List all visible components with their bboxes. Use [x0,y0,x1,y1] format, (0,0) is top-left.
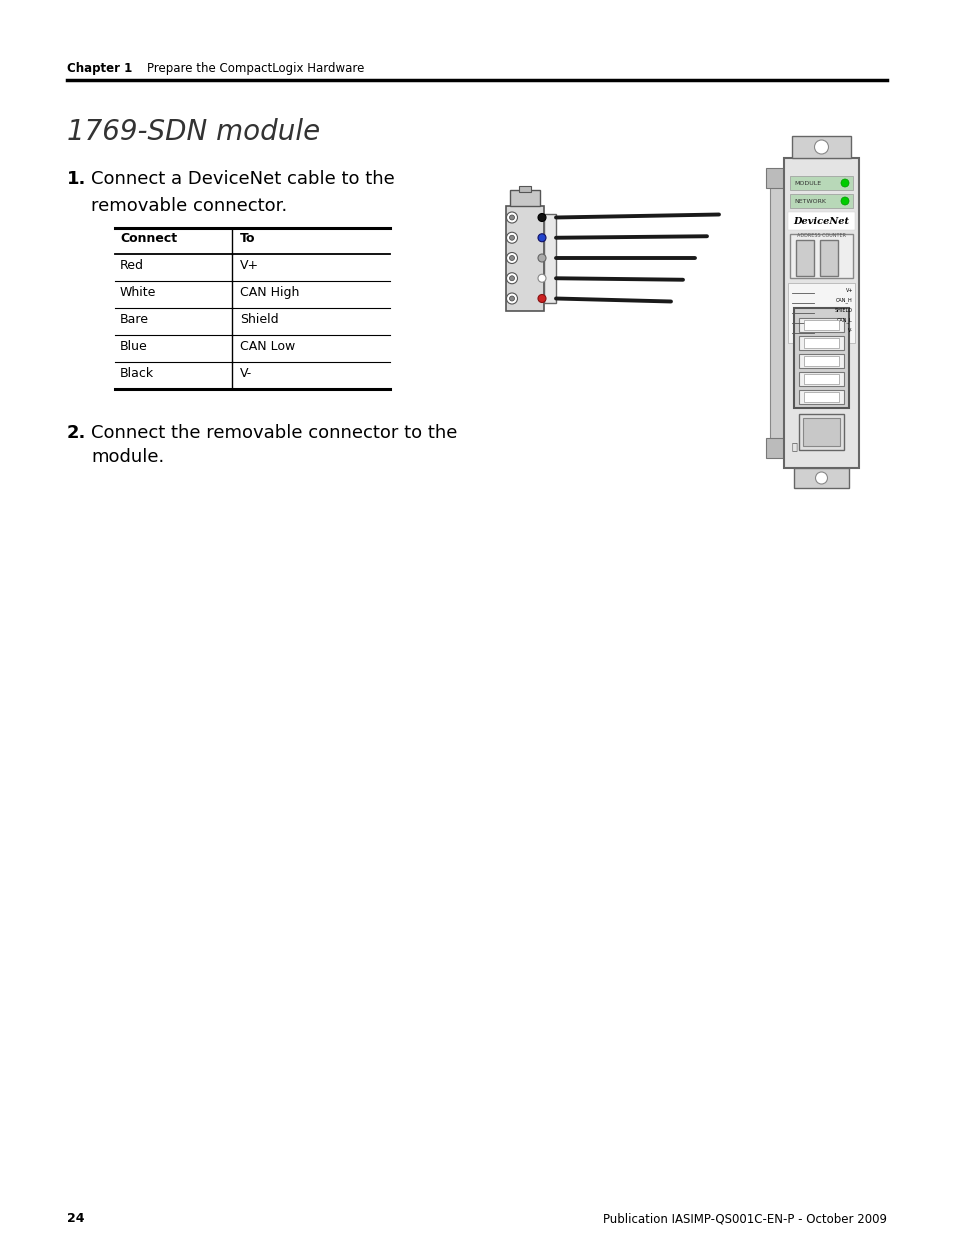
Bar [820,240,837,275]
Text: 1769-SDN module: 1769-SDN module [67,119,320,146]
Circle shape [506,212,517,224]
Text: Connect the removable connector to the: Connect the removable connector to the [91,424,456,442]
Text: V-: V- [847,327,852,332]
Text: Prepare the CompactLogix Hardware: Prepare the CompactLogix Hardware [147,62,364,75]
Circle shape [537,294,545,303]
Bar [791,136,850,158]
Text: CAN_L: CAN_L [837,317,852,322]
Circle shape [537,233,545,242]
Text: Red: Red [120,259,144,272]
Bar [518,185,531,191]
Bar [765,438,783,458]
Text: Shield: Shield [240,312,278,326]
Bar [765,168,783,188]
Circle shape [814,140,827,154]
Bar [802,417,840,446]
Bar [783,158,858,468]
Text: DeviceNet: DeviceNet [793,216,848,226]
Circle shape [841,198,848,205]
Text: Chapter 1: Chapter 1 [67,62,132,75]
Text: ADDRESS COUNTER: ADDRESS COUNTER [796,233,845,238]
Bar [799,317,843,332]
Bar [803,338,838,348]
Text: 2.: 2. [67,424,87,442]
Bar [799,336,843,350]
Text: V+: V+ [844,288,852,293]
Text: SHIELD: SHIELD [834,308,852,312]
Text: 1.: 1. [67,170,87,188]
Bar [793,468,848,488]
Bar [543,214,556,303]
Text: NETWORK: NETWORK [793,199,825,204]
Text: CAN_H: CAN_H [836,298,852,303]
Text: Blue: Blue [120,340,148,353]
Text: To: To [240,232,255,245]
Text: module.: module. [91,448,164,466]
Bar [505,205,543,310]
Text: MODULE: MODULE [793,182,821,186]
Text: Publication IASIMP-QS001C-EN-P - October 2009: Publication IASIMP-QS001C-EN-P - October… [602,1212,886,1225]
Bar [799,354,843,368]
Circle shape [506,293,517,304]
Bar [795,240,813,275]
Bar [789,194,852,207]
Bar [803,391,838,403]
Circle shape [841,179,848,186]
Bar [803,356,838,366]
Text: Black: Black [120,367,154,380]
Text: Connect a DeviceNet cable to the: Connect a DeviceNet cable to the [91,170,395,188]
Bar [793,308,848,408]
Bar [803,374,838,384]
Bar [789,233,852,278]
Bar [510,189,539,205]
Text: 24: 24 [67,1212,85,1225]
Text: White: White [120,287,156,299]
Text: V-: V- [240,367,252,380]
Text: Bare: Bare [120,312,149,326]
Bar [787,212,854,230]
Text: Connect: Connect [120,232,177,245]
Bar [803,320,838,330]
Circle shape [509,235,514,241]
Bar [799,414,843,450]
Bar [769,173,783,453]
Circle shape [506,252,517,263]
Circle shape [509,296,514,301]
Text: CAN Low: CAN Low [240,340,294,353]
Circle shape [537,274,545,283]
Bar [799,390,843,404]
Bar [799,372,843,387]
Text: removable connector.: removable connector. [91,198,287,215]
Circle shape [506,273,517,284]
Circle shape [509,256,514,261]
Circle shape [506,232,517,243]
Circle shape [537,254,545,262]
Bar [789,177,852,190]
Circle shape [537,214,545,221]
Bar [787,283,854,343]
Circle shape [509,275,514,280]
Circle shape [815,472,826,484]
Text: ⏴: ⏴ [791,441,797,451]
Text: CAN High: CAN High [240,287,299,299]
Circle shape [509,215,514,220]
Text: V+: V+ [240,259,259,272]
